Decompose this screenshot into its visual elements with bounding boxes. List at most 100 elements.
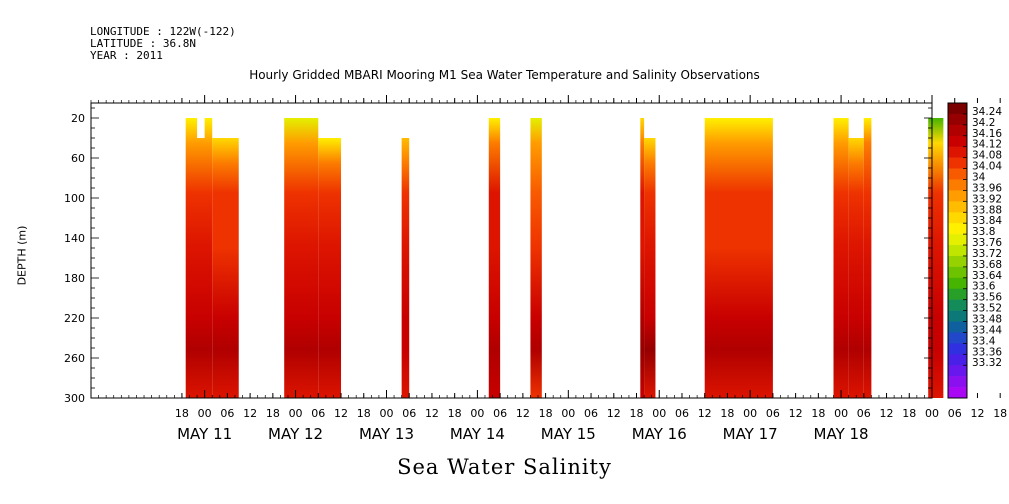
x-tick-label: 18 (539, 407, 553, 420)
colorbar-label: 34.2 (972, 117, 995, 129)
colorbar-swatch (948, 288, 967, 300)
x-tick-label: 06 (675, 407, 689, 420)
latitude-label: LATITUDE : 36.8N (90, 37, 196, 50)
colorbar-label: 34.04 (972, 161, 1002, 173)
salinity-block (185, 118, 213, 398)
colorbar-label: 33.48 (972, 314, 1002, 326)
colorbar-label: 33.84 (972, 215, 1002, 227)
colorbar-label: 33.64 (972, 270, 1002, 282)
chart-title: Hourly Gridded MBARI Mooring M1 Sea Wate… (249, 68, 760, 82)
colorbar-frame (947, 102, 968, 399)
x-day-label: MAY 13 (359, 425, 414, 443)
salinity-block (284, 118, 319, 398)
y-tick-label: 180 (64, 272, 85, 285)
x-tick-label: 06 (402, 407, 416, 420)
colorbar-swatch (948, 299, 967, 311)
colorbar-label: 33.4 (972, 335, 996, 347)
salinity-block (318, 138, 342, 398)
colorbar-label: 33.56 (972, 292, 1002, 304)
x-tick-label: 06 (857, 407, 871, 420)
colorbar-label: 33.52 (972, 303, 1002, 315)
x-day-label: MAY 12 (268, 425, 323, 443)
y-tick-label: 220 (64, 312, 85, 325)
x-tick-label: 18 (902, 407, 916, 420)
x-tick-label: 00 (289, 407, 303, 420)
colorbar-swatch (948, 190, 967, 202)
colorbar-swatch (948, 223, 967, 235)
x-tick-label: 18 (811, 407, 825, 420)
colorbar-swatch (948, 157, 967, 169)
salinity-block (488, 118, 501, 398)
y-tick-label: 60 (71, 152, 85, 165)
x-tick-label: 00 (198, 407, 212, 420)
colorbar-swatch (948, 234, 967, 246)
colorbar-label: 34.12 (972, 139, 1002, 151)
salinity-block (704, 118, 773, 398)
colorbar-label: 33.96 (972, 182, 1002, 194)
salinity-block (833, 118, 849, 398)
colorbar-swatch (948, 277, 967, 290)
x-tick-label: 12 (516, 407, 530, 420)
x-tick-label: 06 (948, 407, 962, 420)
colorbar-swatch (948, 387, 967, 399)
x-tick-label: 06 (311, 407, 325, 420)
colorbar-label: 33.76 (972, 237, 1002, 249)
x-day-label: MAY 17 (723, 425, 778, 443)
longitude-label: LONGITUDE : 122W(-122) (90, 25, 236, 38)
x-day-label: MAY 14 (450, 425, 505, 443)
x-tick-label: 06 (584, 407, 598, 420)
colorbar-swatch (948, 212, 967, 224)
x-tick-label: 00 (743, 407, 757, 420)
colorbar-swatch (948, 245, 967, 257)
salinity-block (848, 138, 864, 398)
x-tick-label: 18 (175, 407, 189, 420)
salinity-block (644, 138, 656, 398)
x-tick-label: 00 (652, 407, 666, 420)
colorbar: 34.2434.234.1634.1234.0834.043433.9633.9… (947, 102, 1002, 399)
colorbar-label: 33.72 (972, 248, 1002, 260)
colorbar-swatch (948, 103, 967, 115)
colorbar-swatch (948, 376, 967, 388)
x-day-label: MAY 18 (814, 425, 869, 443)
x-tick-label: 18 (448, 407, 462, 420)
colorbar-swatch (948, 179, 967, 191)
colorbar-swatch (948, 266, 967, 279)
colorbar-swatch (948, 332, 967, 344)
colorbar-swatch (948, 113, 967, 126)
colorbar-swatch (948, 255, 967, 268)
colorbar-label: 34.24 (972, 106, 1002, 118)
salinity-block (640, 118, 645, 398)
x-tick-label: 00 (470, 407, 484, 420)
data-blocks (185, 118, 944, 398)
x-tick-label: 12 (334, 407, 348, 420)
x-tick-label: 00 (834, 407, 848, 420)
salinity-block (530, 118, 542, 398)
y-tick-label: 140 (64, 232, 85, 245)
x-tick-label: 18 (357, 407, 371, 420)
x-tick-label: 12 (607, 407, 621, 420)
x-tick-label: 12 (243, 407, 257, 420)
colorbar-swatch (948, 354, 967, 366)
x-tick-label: 12 (425, 407, 439, 420)
x-tick-label: 18 (993, 407, 1007, 420)
x-tick-label: 18 (266, 407, 280, 420)
colorbar-swatch (948, 201, 967, 213)
colorbar-swatch (948, 365, 967, 377)
colorbar-swatch (948, 168, 967, 180)
x-tick-label: 00 (561, 407, 575, 420)
x-tick-label: 12 (789, 407, 803, 420)
x-day-label: MAY 16 (632, 425, 687, 443)
colorbar-label: 33.92 (972, 193, 1002, 205)
y-tick-label: 20 (71, 112, 85, 125)
x-day-label: MAY 11 (177, 425, 232, 443)
x-day-label: MAY 15 (541, 425, 596, 443)
y-tick-label: 100 (64, 192, 85, 205)
x-tick-label: 12 (698, 407, 712, 420)
colorbar-label: 33.8 (972, 226, 995, 238)
axes: 18 00 06 12 18 00 06 12 18 00 06 12 18 00 06 12 18 00 06 12… (64, 95, 1007, 443)
x-tick-label: 12 (970, 407, 984, 420)
x-tick-label: 06 (493, 407, 507, 420)
salinity-block (212, 138, 239, 398)
colorbar-swatch (948, 146, 967, 158)
